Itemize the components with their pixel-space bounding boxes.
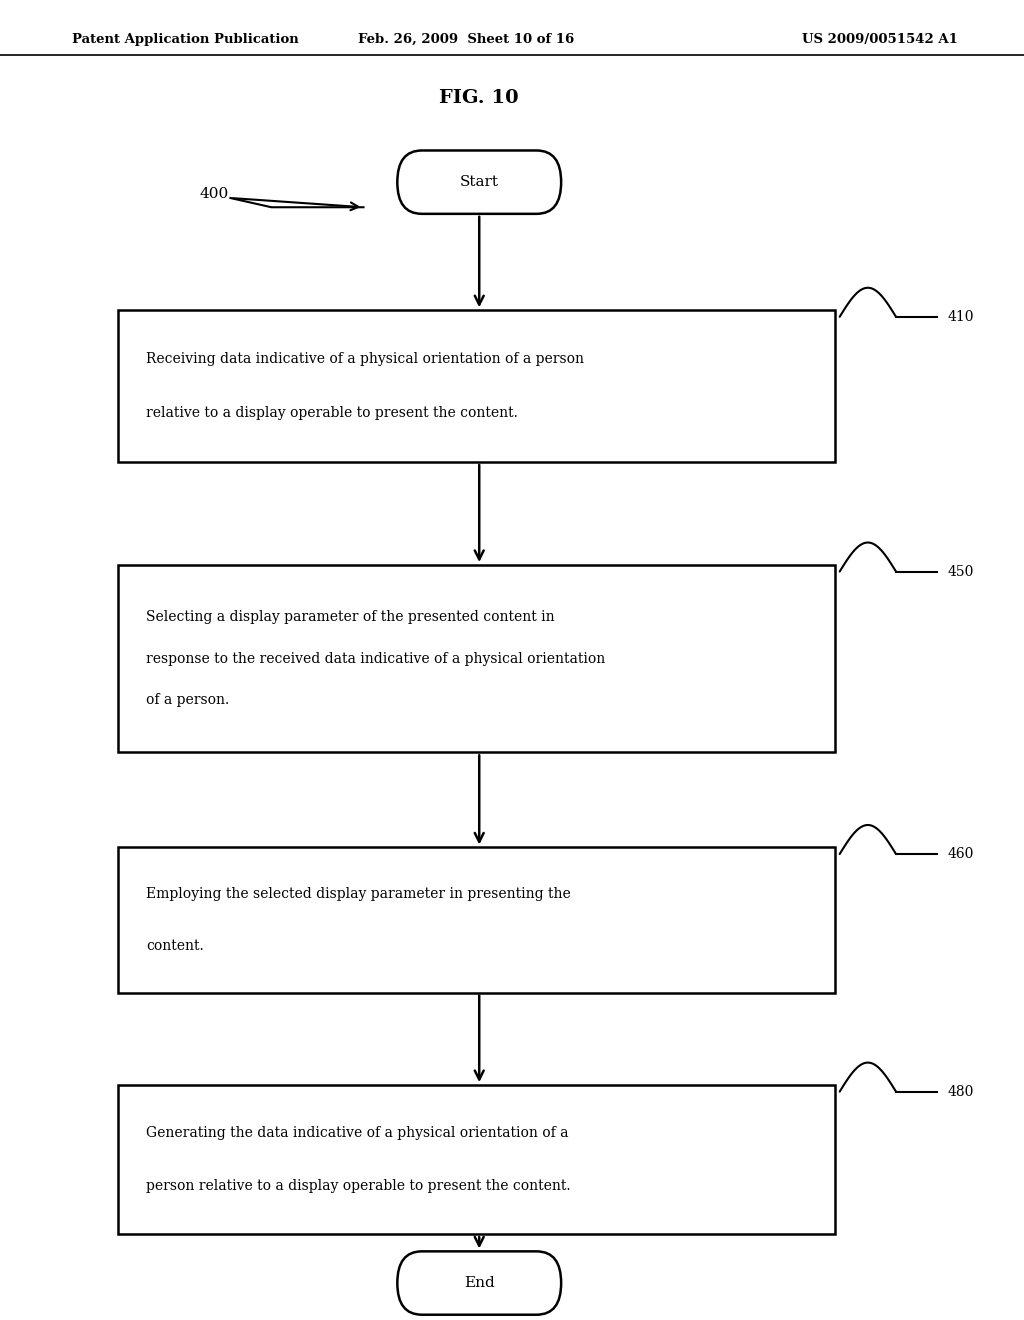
Text: 400: 400 [200,187,229,201]
Text: response to the received data indicative of a physical orientation: response to the received data indicative… [146,652,605,665]
Text: Employing the selected display parameter in presenting the: Employing the selected display parameter… [146,887,571,902]
Text: US 2009/0051542 A1: US 2009/0051542 A1 [802,33,957,46]
Text: FIG. 10: FIG. 10 [439,88,519,107]
Text: 460: 460 [947,847,974,861]
Text: Selecting a display parameter of the presented content in: Selecting a display parameter of the pre… [146,610,555,624]
Text: Receiving data indicative of a physical orientation of a person: Receiving data indicative of a physical … [146,351,585,366]
FancyBboxPatch shape [397,1251,561,1315]
Text: 450: 450 [947,565,974,578]
Text: person relative to a display operable to present the content.: person relative to a display operable to… [146,1180,571,1193]
Text: End: End [464,1276,495,1290]
Text: Generating the data indicative of a physical orientation of a: Generating the data indicative of a phys… [146,1126,569,1139]
Text: of a person.: of a person. [146,693,229,708]
Text: 410: 410 [947,310,974,323]
Text: 480: 480 [947,1085,974,1098]
Text: Feb. 26, 2009  Sheet 10 of 16: Feb. 26, 2009 Sheet 10 of 16 [357,33,574,46]
Bar [118,847,835,993]
Text: relative to a display operable to present the content.: relative to a display operable to presen… [146,407,518,421]
Bar [118,1085,835,1234]
Text: Start: Start [460,176,499,189]
Bar [118,310,835,462]
FancyBboxPatch shape [397,150,561,214]
Text: Patent Application Publication: Patent Application Publication [72,33,298,46]
Text: content.: content. [146,939,204,953]
Bar [118,565,835,752]
